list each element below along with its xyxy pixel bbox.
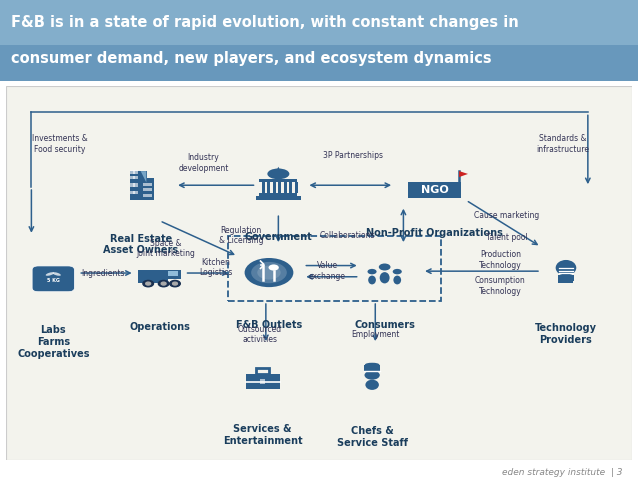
Text: Talent pool: Talent pool bbox=[486, 233, 528, 242]
Text: Operations: Operations bbox=[129, 321, 190, 331]
Ellipse shape bbox=[366, 380, 379, 390]
Bar bbox=[246, 374, 280, 389]
Bar bbox=[278, 182, 281, 194]
Bar bbox=[260, 379, 265, 384]
Circle shape bbox=[172, 282, 177, 285]
Bar bbox=[141, 178, 154, 200]
Text: Cause marketing: Cause marketing bbox=[474, 211, 539, 219]
Ellipse shape bbox=[380, 272, 390, 284]
Bar bbox=[558, 278, 574, 281]
Text: F&B Outlets: F&B Outlets bbox=[236, 320, 302, 330]
Bar bbox=[364, 365, 380, 371]
Ellipse shape bbox=[267, 169, 290, 179]
Bar bbox=[260, 179, 297, 182]
Text: Value
exchange: Value exchange bbox=[309, 262, 346, 281]
Bar bbox=[133, 170, 138, 173]
Bar bbox=[168, 272, 178, 276]
Text: Collaborations: Collaborations bbox=[320, 231, 375, 240]
Circle shape bbox=[257, 265, 281, 280]
Polygon shape bbox=[140, 171, 146, 182]
Polygon shape bbox=[49, 267, 57, 270]
Bar bbox=[256, 196, 301, 200]
Text: F&B is in a state of rapid evolution, with constant changes in: F&B is in a state of rapid evolution, wi… bbox=[11, 15, 519, 30]
Bar bbox=[133, 183, 138, 187]
Circle shape bbox=[393, 269, 402, 274]
Bar bbox=[228, 236, 441, 301]
Circle shape bbox=[161, 282, 166, 285]
Ellipse shape bbox=[365, 363, 380, 366]
Ellipse shape bbox=[556, 260, 576, 275]
Bar bbox=[273, 182, 276, 194]
Circle shape bbox=[269, 264, 279, 271]
Bar bbox=[138, 270, 168, 283]
Text: Government: Government bbox=[244, 232, 312, 242]
Text: Industry
development: Industry development bbox=[178, 153, 228, 172]
Text: Ingredients: Ingredients bbox=[82, 269, 125, 277]
Text: Kitchen
Logistics: Kitchen Logistics bbox=[199, 258, 232, 277]
Text: Real Estate
Asset Owners: Real Estate Asset Owners bbox=[103, 234, 179, 255]
Circle shape bbox=[170, 280, 181, 287]
Bar bbox=[558, 275, 574, 278]
Bar bbox=[0, 0, 638, 45]
Bar bbox=[130, 170, 135, 173]
Circle shape bbox=[364, 371, 380, 380]
Circle shape bbox=[145, 282, 151, 285]
Text: Chefs &
Service Staff: Chefs & Service Staff bbox=[337, 426, 408, 448]
Ellipse shape bbox=[52, 272, 61, 276]
Bar bbox=[284, 182, 286, 194]
Bar bbox=[143, 183, 152, 186]
Text: Labs
Farms
Cooperatives: Labs Farms Cooperatives bbox=[17, 325, 89, 359]
Text: Consumers: Consumers bbox=[354, 320, 415, 330]
Bar bbox=[143, 188, 152, 191]
Text: Non-Profit Organizations: Non-Profit Organizations bbox=[366, 228, 503, 238]
Bar bbox=[256, 368, 269, 374]
Text: Investments &
Food security: Investments & Food security bbox=[32, 135, 87, 154]
Bar bbox=[130, 191, 135, 194]
Bar bbox=[262, 182, 265, 194]
Bar bbox=[130, 183, 135, 187]
Bar bbox=[0, 45, 638, 81]
Text: 5 KG: 5 KG bbox=[47, 278, 60, 284]
Text: Standards &
infrastructure: Standards & infrastructure bbox=[537, 135, 590, 154]
Bar bbox=[167, 270, 181, 279]
Bar bbox=[130, 176, 135, 180]
Bar bbox=[295, 182, 297, 194]
Bar bbox=[133, 191, 138, 194]
Text: consumer demand, new players, and ecosystem dynamics: consumer demand, new players, and ecosys… bbox=[11, 51, 492, 66]
Text: Space &
Joint marketing: Space & Joint marketing bbox=[137, 239, 195, 259]
Text: Consumption
Technology: Consumption Technology bbox=[475, 276, 526, 296]
Circle shape bbox=[158, 280, 169, 287]
Circle shape bbox=[367, 269, 376, 274]
Bar bbox=[408, 182, 461, 198]
Bar bbox=[130, 171, 147, 200]
Polygon shape bbox=[276, 167, 280, 171]
Circle shape bbox=[244, 258, 293, 287]
Bar bbox=[558, 280, 574, 283]
Polygon shape bbox=[459, 171, 468, 177]
Bar bbox=[260, 194, 297, 196]
Circle shape bbox=[379, 263, 390, 271]
Circle shape bbox=[143, 280, 154, 287]
Ellipse shape bbox=[46, 272, 54, 276]
Text: Employment: Employment bbox=[351, 330, 399, 339]
Bar bbox=[133, 176, 138, 180]
Text: Production
Technology: Production Technology bbox=[479, 250, 522, 270]
Text: NGO: NGO bbox=[421, 185, 449, 195]
Text: eden strategy institute  | 3: eden strategy institute | 3 bbox=[501, 468, 622, 477]
Bar bbox=[143, 194, 152, 197]
Text: 3P Partnerships: 3P Partnerships bbox=[323, 151, 383, 160]
Circle shape bbox=[251, 262, 287, 283]
Bar bbox=[267, 182, 270, 194]
Ellipse shape bbox=[368, 275, 376, 285]
Text: Services &
Entertainment: Services & Entertainment bbox=[223, 424, 302, 446]
FancyBboxPatch shape bbox=[32, 266, 75, 292]
Text: Regulation
& Licensing: Regulation & Licensing bbox=[219, 226, 263, 245]
Bar bbox=[290, 182, 292, 194]
Text: Technology
Providers: Technology Providers bbox=[535, 323, 597, 345]
Ellipse shape bbox=[394, 275, 401, 285]
Text: Outsourced
activities: Outsourced activities bbox=[237, 325, 281, 344]
